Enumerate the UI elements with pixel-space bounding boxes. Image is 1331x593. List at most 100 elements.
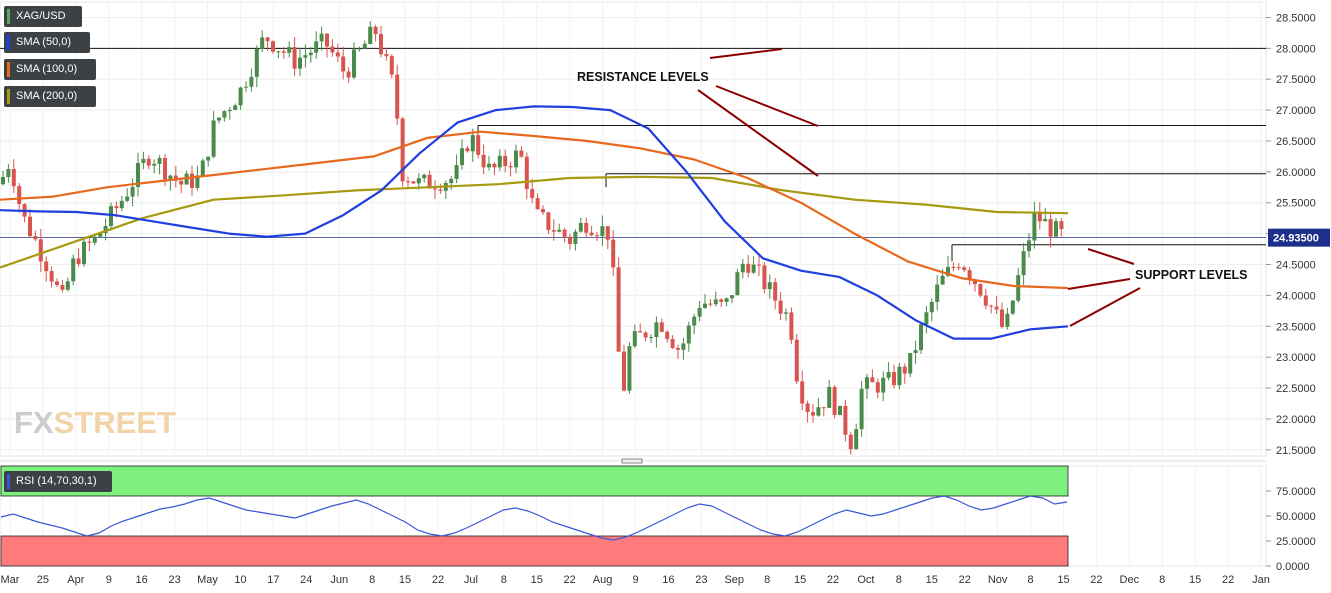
candle-down — [492, 162, 497, 176]
candle-up — [816, 397, 821, 417]
candle-body — [1027, 240, 1031, 252]
candle-down — [746, 255, 751, 278]
candle-up — [929, 298, 934, 322]
candle-down — [622, 344, 626, 392]
x-axis-label: 16 — [136, 574, 148, 586]
x-axis-label: Jun — [330, 574, 348, 586]
candle-down — [341, 46, 346, 80]
candle-down — [389, 54, 394, 79]
candle-body — [973, 279, 977, 285]
candle-body — [751, 264, 756, 273]
candle-body — [190, 173, 194, 188]
x-axis-label: 15 — [531, 574, 543, 586]
candle-body — [940, 275, 945, 285]
candle-up — [692, 313, 697, 335]
x-axis-label: 24 — [300, 574, 312, 586]
candle-up — [136, 152, 140, 197]
candle-body — [411, 181, 416, 184]
candle-body — [55, 281, 59, 285]
candle-down — [1000, 302, 1004, 329]
current-price-value: 24.93500 — [1273, 233, 1319, 245]
candle-body — [573, 231, 578, 244]
candle-up — [881, 371, 886, 402]
candle-body — [541, 209, 545, 213]
candle-body — [697, 307, 702, 317]
x-axis-label: 22 — [432, 574, 444, 586]
candle-down — [643, 331, 648, 342]
candle-body — [524, 156, 529, 190]
candle-body — [168, 175, 173, 180]
candle-body — [962, 267, 967, 271]
candle-body — [773, 282, 778, 301]
price-axis-label: 27.0000 — [1276, 105, 1316, 117]
candle-up — [157, 155, 162, 175]
legend-sma50[interactable]: SMA (50,0) — [4, 32, 90, 53]
x-axis-label: Mar — [1, 574, 20, 586]
candle-body — [330, 46, 335, 53]
legend-symbol[interactable]: XAG/USD — [4, 6, 82, 27]
sma200-color-swatch — [7, 89, 10, 104]
candle-down — [875, 378, 880, 399]
current-price-tag — [1268, 228, 1330, 247]
candle-body — [373, 26, 378, 35]
candle-down — [55, 278, 59, 287]
candle-down — [271, 40, 275, 54]
candle-down — [1037, 202, 1042, 230]
rsi-axis-label: 0.0000 — [1276, 561, 1310, 573]
candle-body — [924, 312, 929, 325]
support-levels-label: SUPPORT LEVELS — [1135, 268, 1248, 282]
candle-body — [978, 284, 983, 296]
candle-body — [600, 226, 605, 237]
rsi-axis-label: 25.0000 — [1276, 536, 1316, 548]
legend-sma50-label: SMA (50,0) — [16, 36, 72, 48]
candle-body — [314, 41, 319, 53]
candle-body — [800, 381, 805, 404]
x-axis-label: Jan — [1252, 574, 1270, 586]
candle-down — [179, 179, 184, 194]
candle-body — [319, 33, 324, 42]
candle-down — [805, 400, 810, 423]
legend-rsi[interactable]: RSI (14,70,30,1) — [4, 471, 112, 492]
candle-body — [886, 372, 891, 378]
candle-up — [713, 291, 718, 307]
candle-body — [222, 111, 227, 118]
x-axis-label: 8 — [1027, 574, 1033, 586]
candle-body — [1016, 275, 1021, 301]
candle-body — [514, 150, 518, 168]
candle-body — [389, 56, 394, 75]
candle-body — [589, 232, 594, 236]
candle-down — [956, 263, 961, 271]
candle-body — [902, 366, 907, 374]
candle-down — [44, 256, 49, 282]
price-axis-label: 22.5000 — [1276, 383, 1316, 395]
candle-body — [152, 163, 157, 166]
candle-body — [611, 239, 616, 268]
legend-sma200[interactable]: SMA (200,0) — [4, 86, 96, 107]
candle-down — [589, 225, 594, 237]
candle-body — [854, 429, 859, 450]
candle-up — [859, 381, 864, 437]
x-axis-label: 25 — [37, 574, 49, 586]
candle-up — [1027, 233, 1031, 258]
candle-body — [422, 174, 427, 179]
candle-down — [530, 178, 535, 204]
candle-down — [546, 211, 551, 235]
legend-sma100[interactable]: SMA (100,0) — [4, 59, 96, 80]
candle-body — [1005, 313, 1010, 327]
candle-up — [168, 174, 173, 191]
candle-body — [227, 109, 232, 112]
candle-up — [1021, 243, 1026, 285]
candle-body — [1048, 219, 1053, 237]
candle-body — [908, 353, 913, 374]
price-axis-label: 26.0000 — [1276, 167, 1316, 179]
candle-down — [265, 36, 270, 51]
candle-body — [551, 230, 556, 232]
candle-down — [848, 431, 853, 455]
candle-down — [146, 155, 151, 170]
candle-down — [476, 131, 481, 159]
candle-body — [692, 316, 697, 326]
candle-body — [859, 388, 864, 430]
candle-down — [508, 161, 513, 177]
candle-body — [65, 281, 70, 290]
